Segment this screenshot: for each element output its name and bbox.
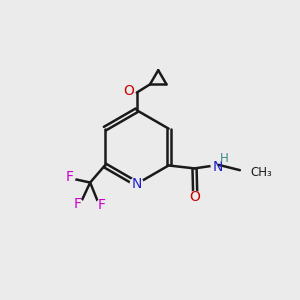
Circle shape [130, 177, 143, 190]
Text: O: O [190, 190, 201, 204]
Text: H: H [220, 152, 229, 166]
Text: N: N [132, 177, 142, 191]
Circle shape [211, 156, 227, 172]
Text: F: F [66, 170, 74, 184]
Text: O: O [123, 84, 134, 98]
Circle shape [123, 85, 134, 97]
Text: F: F [98, 198, 106, 212]
Text: F: F [74, 197, 82, 211]
Text: CH₃: CH₃ [250, 166, 272, 179]
Circle shape [73, 199, 83, 210]
Circle shape [189, 191, 201, 203]
Text: N: N [212, 160, 223, 174]
Circle shape [96, 200, 107, 210]
Circle shape [64, 172, 75, 182]
